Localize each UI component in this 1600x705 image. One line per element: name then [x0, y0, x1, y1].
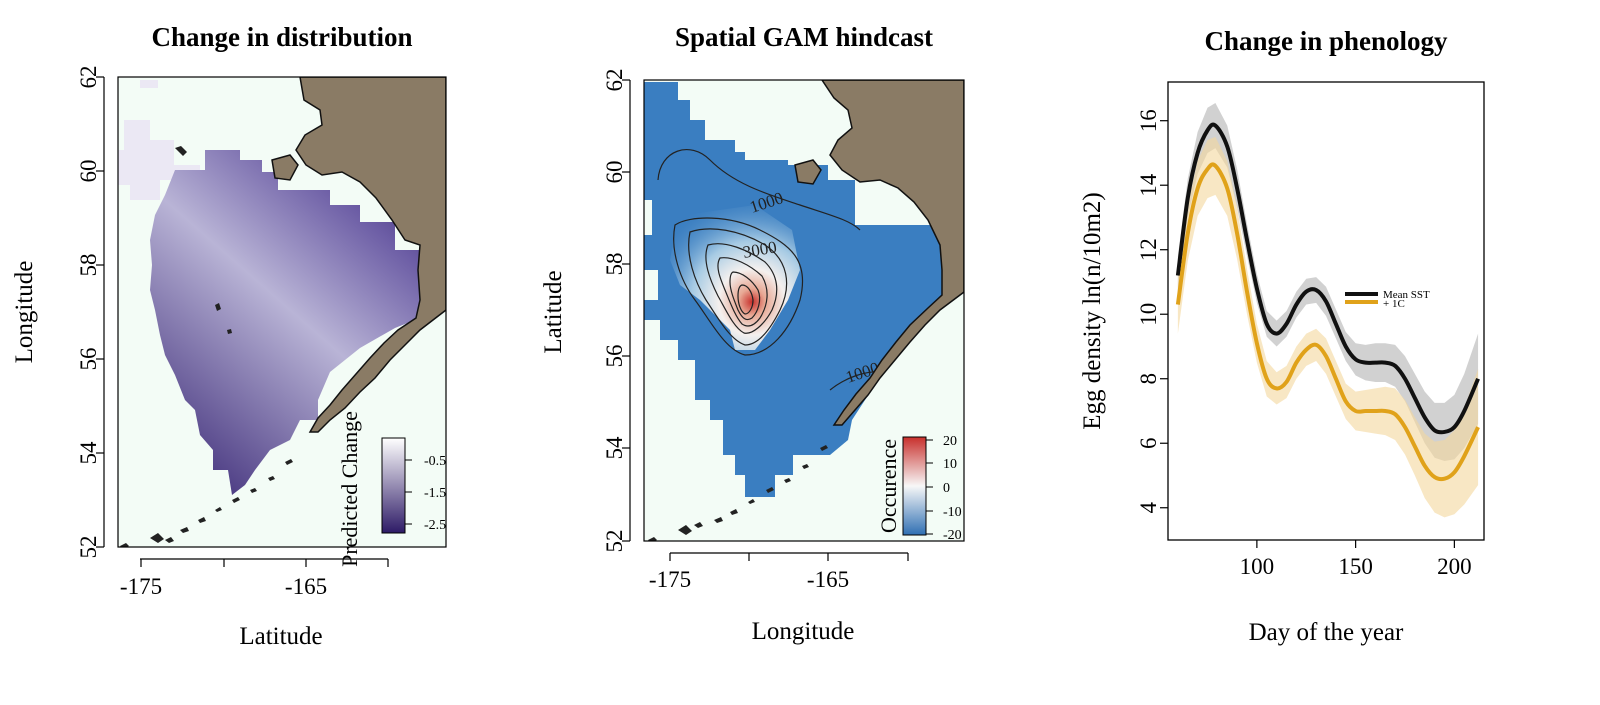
- panel1-legend-tick: -2.5: [424, 518, 446, 533]
- panel1-ytick: 58: [76, 254, 101, 277]
- panel1-legend-title: Predicted Change: [337, 411, 362, 567]
- panel-change-in-distribution: Change in distribution: [0, 0, 520, 700]
- phenology-chart: 4 6 8 10 12 14 16 100 150 200 Egg density ln(n/1…: [1079, 81, 1485, 646]
- confidence-band-mean-sst: [1177, 102, 1479, 461]
- panel2-legend-tick: -20: [943, 528, 962, 543]
- panel-change-in-phenology: Change in phenology 4 6 8 10 12 14 16 100 150 20…: [1060, 0, 1600, 700]
- panel2-ytick: 58: [602, 253, 627, 276]
- panel3-title: Change in phenology: [1204, 26, 1448, 56]
- panel-spatial-gam-hindcast: Spatial GAM hindcast: [530, 0, 1050, 700]
- panel2-map: 1000 3000 1000 62 60 58: [540, 69, 965, 645]
- panel2-ytick: 62: [602, 69, 627, 92]
- panel1-ytick: 62: [76, 66, 101, 89]
- confidence-band-plus-1c: [1177, 136, 1479, 518]
- panel2-y-axis: [622, 79, 631, 542]
- panel2-title: Spatial GAM hindcast: [674, 22, 934, 52]
- panel2-xtick: -175: [649, 567, 691, 592]
- panel2-xtick: -165: [807, 567, 849, 592]
- panel1-ylabel: Longitude: [11, 261, 38, 364]
- panel2-x-axis: [669, 552, 909, 561]
- panel2-xlabel: Longitude: [752, 618, 855, 645]
- y-tick-label: 14: [1136, 173, 1161, 197]
- legend-label-plus-1c: + 1C: [1383, 298, 1405, 310]
- series-line-plus-1c: [1175, 162, 1480, 482]
- panel1-ytick: 54: [76, 441, 101, 465]
- x-tick-label: 100: [1240, 554, 1275, 579]
- y-tick-label: 16: [1136, 109, 1161, 132]
- panel2-legend-tick: -10: [943, 505, 962, 520]
- panel1-map: 62 60 58 56 54 52 Longitude -175 -165 La…: [11, 66, 447, 650]
- panel2-nunivak-island: [794, 159, 822, 185]
- panel1-ytick: 60: [76, 160, 101, 183]
- panel2-ytick: 54: [602, 436, 627, 460]
- panel2-aleutian-islands: [648, 445, 828, 541]
- panel2-hotspot: [670, 205, 800, 350]
- x-tick-label: 150: [1338, 554, 1373, 579]
- y-tick-label: 8: [1136, 373, 1161, 385]
- legend-label-mean-sst: Mean SST: [1383, 289, 1430, 301]
- panel1-change-field: [150, 150, 420, 495]
- panel1-title: Change in distribution: [151, 22, 413, 52]
- panel1-aleutian-islands: [120, 459, 293, 547]
- panel1-legend-tick: -0.5: [424, 454, 446, 469]
- panel2-legend: 20 10 0 -10 -20 Occurence: [876, 434, 962, 543]
- panel2-legend-tick: 20: [943, 434, 957, 449]
- panel1-island-small: [175, 146, 187, 156]
- panel1-ytick: 52: [76, 536, 101, 559]
- panel2-ylabel: Latitude: [540, 270, 567, 353]
- panel1-land: [295, 77, 446, 433]
- panel2-land: [821, 80, 964, 426]
- panel2-legend-tick: 10: [943, 457, 957, 472]
- panel2-frame: [643, 79, 965, 542]
- panel1-nunivak-island: [271, 154, 299, 181]
- panel1-frame: [117, 76, 447, 548]
- panel1-y-axis: [96, 76, 105, 548]
- panel1-x-axis: [140, 558, 389, 567]
- panel1-island-small: [227, 329, 232, 334]
- panel2-contours: [657, 149, 886, 391]
- panel1-xlabel: Latitude: [239, 623, 322, 650]
- panel2-legend-title: Occurence: [876, 439, 901, 533]
- x-tick-label: 200: [1437, 554, 1472, 579]
- panel1-island-small: [215, 303, 221, 311]
- panel2-ytick: 60: [602, 161, 627, 184]
- legend: Mean SST + 1C: [1345, 289, 1430, 310]
- y-tick-label: 12: [1136, 238, 1161, 261]
- y-tick-label: 4: [1136, 501, 1161, 513]
- y-tick-label: 6: [1136, 437, 1161, 449]
- y-tick-label: 10: [1136, 303, 1161, 326]
- series-line-mean-sst: [1175, 122, 1480, 435]
- panel2-ytick: 56: [602, 345, 627, 368]
- panel2-ytick: 52: [602, 530, 627, 553]
- panel1-ytick: 56: [76, 348, 101, 371]
- y-axis-label: Egg density ln(n/10m2): [1079, 192, 1106, 429]
- panel2-legend-tick: 0: [943, 481, 950, 496]
- x-axis-label: Day of the year: [1249, 619, 1404, 646]
- panel1-legend-tick: -1.5: [424, 486, 446, 501]
- plot-frame: [1167, 81, 1485, 541]
- panel1-xtick: -165: [285, 574, 327, 599]
- panel1-legend: -0.5 -1.5 -2.5 Predicted Change: [337, 411, 446, 567]
- panel1-xtick: -175: [120, 574, 162, 599]
